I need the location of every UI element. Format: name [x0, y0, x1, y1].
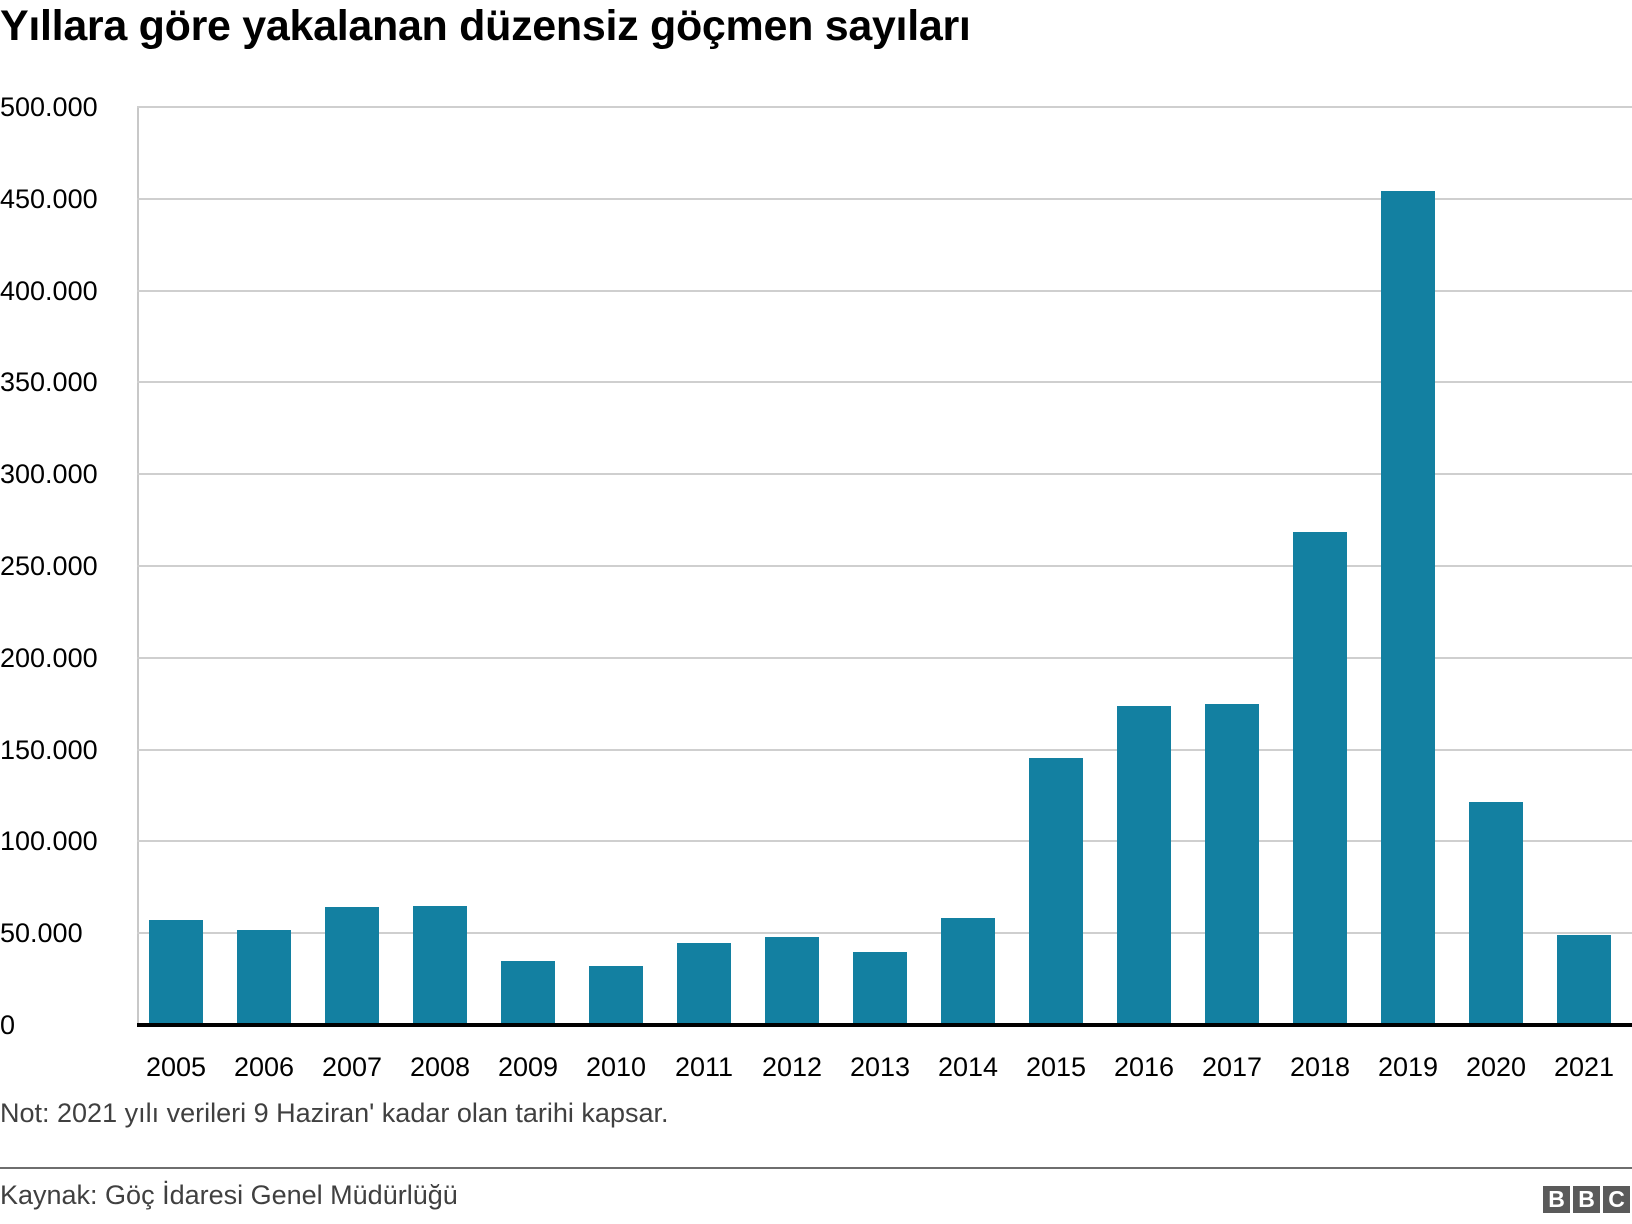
bbc-logo: B B C: [1543, 1186, 1630, 1213]
gridline: [137, 748, 1632, 751]
y-tick-label: 200.000: [0, 642, 98, 673]
bar-2005: [149, 919, 203, 1025]
x-tick-label: 2013: [849, 1052, 911, 1082]
bar-2017: [1205, 703, 1259, 1025]
x-tick-label: 2014: [937, 1052, 999, 1082]
x-axis-baseline: [137, 1023, 1632, 1027]
x-tick-label: 2008: [409, 1052, 471, 1082]
chart-note: Not: 2021 yılı verileri 9 Haziran' kadar…: [0, 1098, 669, 1128]
x-tick-label: 2020: [1465, 1052, 1527, 1082]
gridline: [137, 473, 1632, 476]
x-tick-label: 2010: [585, 1052, 647, 1082]
chart-title: Yıllara göre yakalanan düzensiz göçmen s…: [0, 2, 971, 50]
footer-divider: [0, 1167, 1632, 1169]
bar-2010: [589, 965, 643, 1025]
gridline: [137, 656, 1632, 659]
gridline: [137, 106, 1632, 108]
bar-2016: [1117, 706, 1171, 1025]
bbc-logo-letter: C: [1603, 1186, 1630, 1213]
y-tick-label: 350.000: [0, 367, 98, 398]
gridline: [137, 197, 1632, 200]
x-tick-label: 2005: [145, 1052, 207, 1082]
bar-2011: [677, 943, 731, 1025]
bar-2014: [941, 917, 995, 1025]
bar-2020: [1469, 801, 1523, 1025]
x-tick-label: 2015: [1025, 1052, 1087, 1082]
y-tick-label: 50.000: [0, 918, 83, 949]
gridline: [137, 565, 1632, 567]
y-tick-label: 300.000: [0, 459, 98, 490]
y-tick-label: 0: [0, 1010, 16, 1040]
x-tick-label: 2019: [1377, 1052, 1439, 1082]
bar-2019: [1381, 190, 1435, 1025]
bar-2006: [237, 929, 291, 1025]
bbc-logo-letter: B: [1573, 1186, 1600, 1213]
bbc-logo-letter: B: [1543, 1186, 1570, 1213]
bar-2012: [765, 937, 819, 1025]
bar-2013: [853, 951, 907, 1025]
gridline: [137, 381, 1632, 384]
y-tick-label: 150.000: [0, 734, 98, 765]
x-tick-label: 2009: [497, 1052, 559, 1082]
y-tick-label: 400.000: [0, 275, 98, 306]
gridline: [137, 840, 1632, 843]
bar-2009: [501, 961, 555, 1025]
x-tick-label: 2018: [1289, 1052, 1351, 1082]
bar-2021: [1557, 935, 1611, 1025]
bar-2018: [1293, 532, 1347, 1025]
x-tick-label: 2021: [1553, 1052, 1615, 1082]
x-tick-label: 2016: [1113, 1052, 1175, 1082]
y-tick-label: 100.000: [0, 826, 98, 857]
chart-source: Kaynak: Göç İdaresi Genel Müdürlüğü: [0, 1180, 458, 1210]
x-tick-label: 2011: [674, 1052, 734, 1082]
y-tick-label: 450.000: [0, 183, 98, 214]
plot-area: [137, 106, 1632, 1027]
y-tick-label: 250.000: [0, 551, 98, 581]
x-tick-label: 2007: [321, 1052, 383, 1082]
x-tick-label: 2012: [761, 1052, 823, 1082]
bar-2007: [325, 907, 379, 1025]
bar-2015: [1029, 757, 1083, 1025]
gridline: [137, 289, 1632, 292]
y-tick-label: 500.000: [0, 92, 98, 122]
bar-2008: [413, 905, 467, 1025]
gridline: [137, 932, 1632, 935]
x-tick-label: 2017: [1201, 1052, 1263, 1082]
x-tick-label: 2006: [233, 1052, 295, 1082]
